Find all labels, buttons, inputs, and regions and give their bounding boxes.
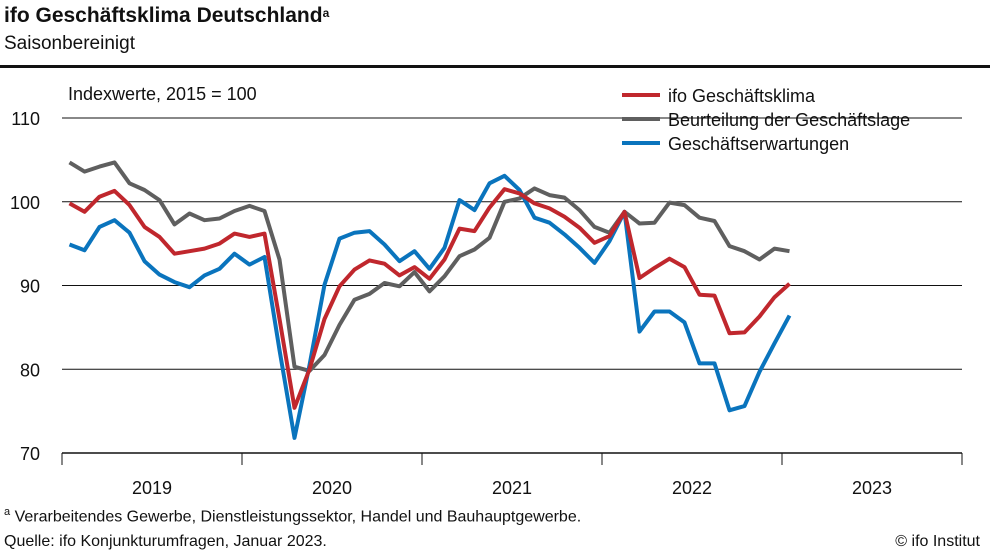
copyright: © ifo Institut [895,533,980,550]
y-tick-label: 80 [20,360,40,380]
series-line-1 [68,160,790,373]
footnote: a Verarbeitendes Gewerbe, Dienstleistung… [4,506,581,526]
legend-label: ifo Geschäftsklima [668,86,816,106]
x-tick-label: 2023 [852,478,892,498]
x-tick-label: 2022 [672,478,712,498]
series-line-0 [68,187,791,410]
x-tick-label: 2021 [492,478,532,498]
y-tick-label: 90 [20,277,40,297]
title-footnote-marker: a [322,6,330,20]
y-tick-label: 110 [11,109,40,129]
x-tick-label: 2019 [132,478,172,498]
title-divider [0,65,990,68]
title-text: ifo Geschäftsklima Deutschland [4,4,323,27]
x-tick-label: 2020 [312,478,352,498]
chart-title: ifo Geschäftsklima Deutschlanda [4,4,329,28]
footnote-text: Verarbeitendes Gewerbe, Dienstleistungss… [14,508,582,526]
source-note: Quelle: ifo Konjunkturumfragen, Januar 2… [4,533,327,550]
y-tick-label: 100 [10,193,40,213]
series-line-2 [68,173,792,440]
legend-label: Geschäftserwartungen [668,134,849,154]
chart-subtitle: Saisonbereinigt [4,33,135,54]
y-tick-label: 70 [20,444,40,464]
footnote-marker: a [4,506,11,518]
y-axis-label: Indexwerte, 2015 = 100 [68,84,257,104]
legend-label: Beurteilung der Geschäftslage [668,110,910,130]
